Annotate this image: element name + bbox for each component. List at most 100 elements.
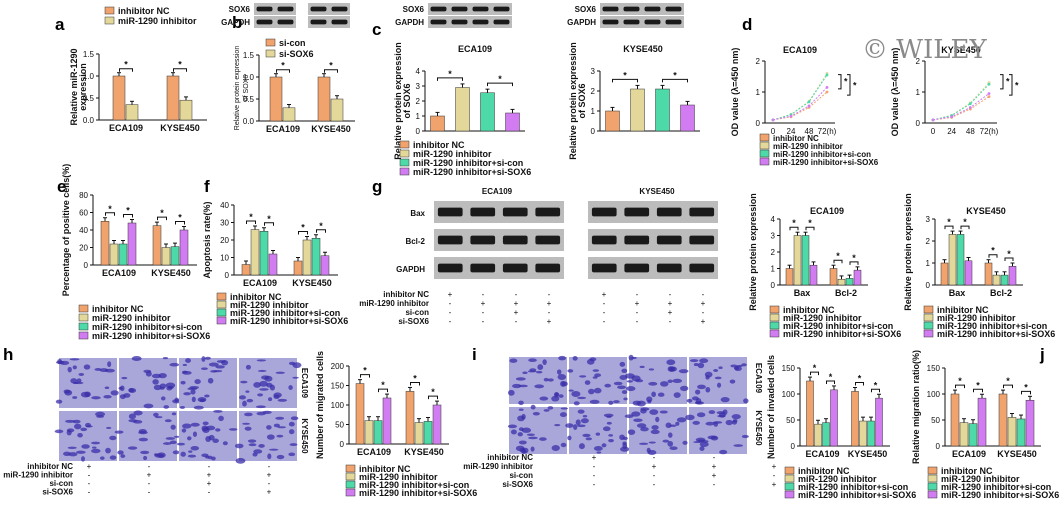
significance-star: *	[1015, 80, 1019, 90]
significance-star: *	[976, 380, 980, 390]
y-tick-label: 2	[916, 57, 921, 66]
stained-cell	[648, 441, 656, 444]
treatment-label: si-con	[509, 471, 533, 480]
stained-cell	[639, 365, 645, 369]
y-tick-label: 0.5	[83, 94, 95, 103]
western-blot-strip	[434, 201, 564, 223]
significance-star: *	[319, 221, 323, 231]
stained-cell	[517, 432, 523, 437]
y-axis-label: Relative protein expression	[234, 46, 241, 131]
stained-cell	[288, 361, 296, 366]
legend-label: miR-1290 inhibitor+si-SOX6	[359, 488, 477, 498]
significance-bracket	[849, 261, 859, 265]
y-axis-label: Relative protein expression	[568, 42, 578, 160]
chart-title: KYSE450	[623, 44, 663, 54]
legend-label: inhibitor NC	[359, 464, 411, 474]
stained-cell	[290, 416, 299, 421]
bar	[992, 274, 1001, 286]
stained-cell	[55, 399, 63, 404]
y-axis-label: OD value (λ=450 nm)	[890, 48, 900, 137]
significance-star: *	[673, 70, 677, 80]
legend-swatch	[784, 474, 795, 483]
legend-swatch	[104, 6, 115, 15]
y-tick-label: 3	[416, 82, 421, 91]
treatment-label: miR-1290 inhibitor	[3, 471, 73, 480]
stained-cell	[659, 410, 668, 414]
western-blot-band	[602, 19, 619, 25]
stained-cell	[91, 448, 101, 454]
stained-cell	[695, 389, 701, 395]
stained-cell	[235, 457, 246, 464]
treatment-label: si-SOX6	[398, 317, 429, 326]
stained-cell	[743, 398, 749, 404]
significance-star: *	[858, 374, 862, 384]
western-blot-band	[535, 263, 561, 273]
legend-label: miR-1290 inhibitor	[230, 300, 309, 310]
treatment-label: si-con	[49, 479, 73, 488]
significance-star: *	[792, 218, 796, 228]
stained-cell	[672, 378, 683, 384]
data-point	[825, 73, 829, 77]
stained-cell	[660, 381, 669, 387]
legend-label: miR-1290 inhibitor	[118, 16, 197, 26]
treatment-sign: -	[482, 290, 485, 299]
stained-cell	[667, 440, 674, 447]
stained-cell	[718, 412, 726, 418]
significance-star: *	[1006, 376, 1010, 386]
panel-letter: i	[472, 345, 477, 364]
bar	[250, 229, 260, 276]
legend-swatch	[923, 313, 934, 322]
stained-cell	[741, 434, 749, 439]
stained-cell	[204, 394, 210, 398]
bar	[1016, 418, 1026, 447]
stained-cell	[192, 431, 197, 437]
legend-label: miR-1290 inhibitor	[937, 313, 1016, 323]
bar	[320, 255, 330, 276]
stained-cell	[267, 397, 273, 402]
stained-cell	[697, 384, 706, 390]
micrograph	[569, 357, 627, 404]
stained-cell	[255, 405, 266, 409]
bar	[785, 268, 794, 286]
stained-cell	[649, 409, 659, 415]
bar	[950, 393, 960, 447]
western-blot-strip	[434, 229, 564, 251]
stained-cell	[105, 447, 111, 454]
x-tick-label: 72(h)	[980, 127, 999, 136]
micrograph	[119, 358, 177, 408]
treatment-sign: -	[593, 462, 596, 471]
legend-label: miR-1290 inhibitor	[783, 313, 862, 323]
bar	[125, 104, 139, 121]
panel-letter: g	[372, 177, 382, 196]
stained-cell	[245, 390, 250, 393]
stained-cell	[181, 370, 188, 374]
significance-bracket	[119, 68, 133, 72]
treatment-sign: +	[547, 299, 552, 308]
stained-cell	[170, 424, 176, 430]
stained-cell	[515, 377, 526, 381]
stained-cell	[186, 436, 192, 441]
stained-cell	[91, 441, 101, 445]
stained-cell	[182, 363, 187, 366]
stained-cell	[699, 446, 705, 452]
stained-cell	[256, 411, 266, 416]
y-tick-label: 0	[916, 119, 921, 128]
stained-cell	[613, 381, 623, 386]
treatment-sign: +	[207, 471, 212, 480]
stained-cell	[521, 449, 527, 455]
treatment-sign: +	[592, 453, 597, 462]
legend-label: miR-1290 inhibitor+si-SOX6	[413, 167, 531, 177]
y-axis-label: Apoptosis rate(%)	[202, 201, 212, 278]
legend-label: miR-1290 inhibitor+si-SOX6	[92, 331, 210, 341]
treatment-sign: +	[267, 488, 272, 497]
stained-cell	[207, 455, 213, 460]
stained-cell	[267, 453, 272, 460]
stained-cell	[640, 408, 647, 414]
stained-cell	[558, 394, 564, 398]
stained-cell	[521, 413, 526, 420]
stained-cell	[693, 362, 699, 367]
stained-cell	[694, 401, 702, 404]
stained-cell	[669, 446, 678, 450]
stained-cell	[215, 428, 221, 432]
stained-cell	[107, 361, 112, 368]
